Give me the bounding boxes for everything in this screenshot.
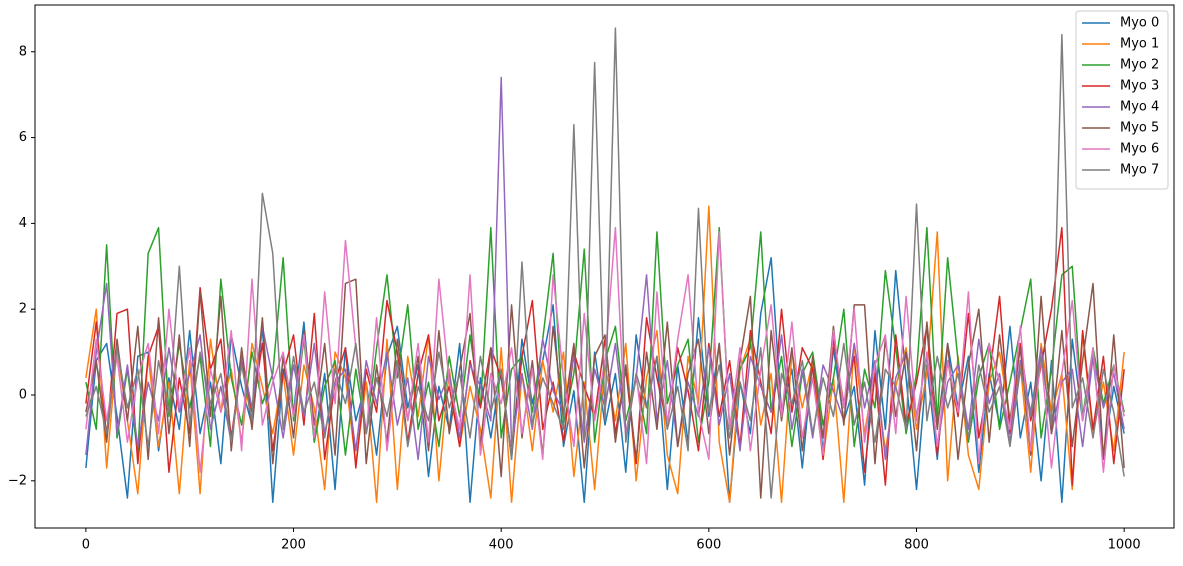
x-tick-label: 200: [281, 538, 306, 553]
legend-label: Myo 7: [1120, 163, 1159, 178]
legend-label: Myo 1: [1120, 37, 1159, 52]
y-tick-label: 8: [19, 44, 27, 59]
legend-box: [1075, 10, 1169, 190]
legend-label: Myo 2: [1120, 58, 1159, 73]
legend-label: Myo 4: [1120, 100, 1159, 115]
y-tick-label: 0: [19, 387, 27, 402]
series-line: [85, 278, 1125, 499]
x-tick-label: 600: [696, 538, 721, 553]
y-tick-label: −2: [8, 473, 27, 488]
y-tick-label: 4: [19, 216, 27, 231]
legend-label: Myo 5: [1120, 121, 1159, 136]
y-tick-label: 6: [19, 130, 27, 145]
x-tick-label: 0: [82, 538, 90, 553]
x-tick-label: 1000: [1108, 538, 1141, 553]
legend-label: Myo 3: [1120, 79, 1159, 94]
series-line: [85, 226, 1125, 473]
x-tick-label: 800: [904, 538, 929, 553]
x-tick-label: 400: [489, 538, 514, 553]
axes-frame: [34, 4, 1175, 529]
legend-label: Myo 6: [1120, 142, 1159, 157]
series-line: [85, 27, 1125, 499]
y-tick-label: 2: [19, 302, 27, 317]
legend-label: Myo 0: [1120, 16, 1159, 31]
plot-area: [85, 27, 1125, 504]
